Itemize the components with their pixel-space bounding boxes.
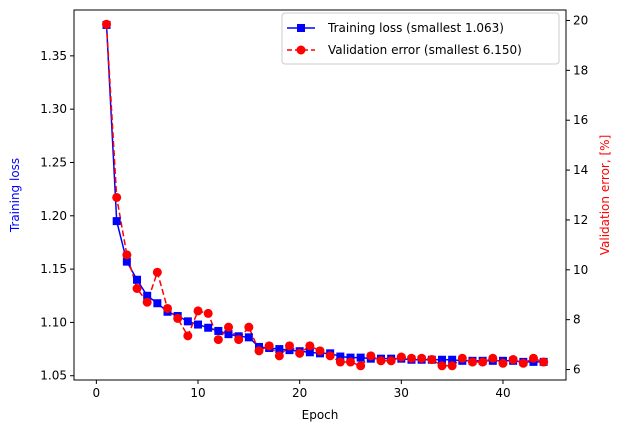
validation-error-point (396, 352, 406, 362)
validation-error-point (285, 341, 295, 351)
training-loss-point (143, 291, 152, 300)
left-y-tick-label: 1.05 (40, 369, 67, 383)
x-tick-label: 0 (93, 386, 101, 400)
validation-error-point (122, 250, 132, 260)
training-loss-point (356, 353, 365, 362)
validation-error-line (105, 24, 544, 367)
validation-error-point (203, 308, 213, 318)
validation-error-point (518, 358, 528, 368)
x-tick-label: 10 (190, 386, 205, 400)
plot-frame (73, 9, 567, 381)
legend-training-marker (297, 24, 305, 32)
training-loss-point (194, 320, 203, 329)
right-y-tick-label: 10 (573, 263, 588, 277)
validation-error-point (386, 356, 396, 366)
legend-validation-label: Validation error (smallest 6.150) (328, 43, 522, 57)
left-y-tick-label: 1.25 (40, 155, 67, 169)
training-loss-point (305, 348, 314, 357)
training-loss-point (133, 275, 142, 284)
training-loss-point (153, 299, 162, 308)
validation-error-point (457, 353, 467, 363)
validation-error-point (274, 351, 284, 361)
training-loss-line (105, 24, 544, 363)
x-tick-label: 30 (394, 386, 409, 400)
left-y-tick-label: 1.30 (40, 102, 67, 116)
validation-error-point (335, 357, 345, 367)
training-loss-point (183, 317, 192, 326)
training-loss-point (122, 257, 131, 266)
validation-error-point (356, 361, 366, 371)
validation-error-point (213, 335, 223, 345)
validation-error-point (163, 303, 173, 313)
validation-error-point (234, 335, 244, 345)
validation-error-point (467, 357, 477, 367)
validation-error-point (152, 267, 162, 277)
validation-error-point (305, 341, 315, 351)
left-axis-label: Training loss (8, 158, 22, 233)
training-loss-point (336, 352, 345, 361)
validation-error-point (376, 356, 386, 366)
validation-error-point (264, 341, 274, 351)
training-loss-point (244, 333, 253, 342)
validation-error-point (417, 353, 427, 363)
training-loss-point (275, 345, 284, 354)
validation-error-point (102, 19, 112, 29)
legend-validation-marker (296, 45, 306, 55)
validation-error-point (183, 331, 193, 341)
left-y-tick-label: 1.10 (40, 315, 67, 329)
training-loss-point (112, 217, 121, 226)
right-y-tick-label: 18 (573, 63, 588, 77)
training-loss-point (437, 355, 446, 364)
right-y-tick-label: 20 (573, 13, 588, 27)
validation-error-point (478, 357, 488, 367)
validation-error-point (488, 353, 498, 363)
training-loss-point (204, 323, 213, 332)
validation-error-point (447, 361, 457, 371)
validation-error-point (345, 357, 355, 367)
validation-error-point (142, 297, 152, 307)
right-axis-label: Validation error, [%] (598, 135, 612, 256)
validation-error-point (244, 322, 254, 332)
legend-training-label: Training loss (smallest 1.063) (327, 21, 504, 35)
x-axis-label: Epoch (302, 408, 339, 422)
right-y-tick-label: 16 (573, 113, 588, 127)
validation-error-point (173, 313, 183, 323)
x-tick-label: 20 (292, 386, 307, 400)
right-y-tick-label: 12 (573, 213, 588, 227)
validation-error-point (528, 353, 538, 363)
legend-box (281, 12, 560, 65)
training-loss-point (214, 326, 223, 335)
right-y-tick-label: 6 (573, 363, 581, 377)
validation-error-point (325, 351, 335, 361)
validation-error-point (427, 355, 437, 365)
training-loss-point (224, 330, 233, 339)
left-y-tick-label: 1.20 (40, 209, 67, 223)
training-loss-point (448, 355, 457, 364)
validation-error-point (437, 361, 447, 371)
right-y-tick-label: 14 (573, 163, 588, 177)
validation-error-point (366, 351, 376, 361)
validation-error-point (132, 283, 142, 293)
legend: Training loss (smallest 1.063) Validatio… (281, 12, 560, 65)
validation-error-point (508, 355, 518, 365)
left-y-tick-label: 1.15 (40, 262, 67, 276)
validation-error-point (254, 346, 264, 356)
validation-error-point (295, 348, 305, 358)
x-tick-label: 40 (495, 386, 510, 400)
validation-error-point (498, 358, 508, 368)
right-y-tick-label: 8 (573, 313, 581, 327)
validation-error-point (406, 353, 416, 363)
validation-error-point (315, 346, 325, 356)
validation-error-point (193, 306, 203, 316)
validation-error-point (224, 322, 234, 332)
validation-error-point (539, 357, 549, 367)
validation-error-point (112, 192, 122, 202)
left-y-tick-label: 1.35 (40, 49, 67, 63)
